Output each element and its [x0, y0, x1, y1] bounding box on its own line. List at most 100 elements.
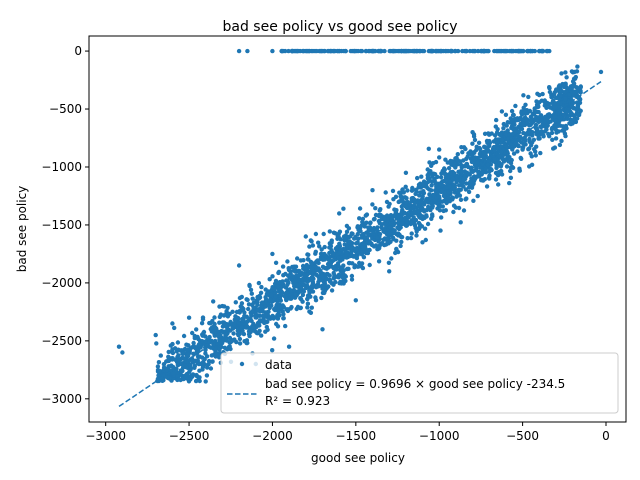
data-point — [232, 321, 237, 327]
data-point — [534, 118, 540, 123]
data-point — [307, 290, 312, 295]
data-point — [505, 154, 510, 159]
data-point-zero — [359, 48, 365, 54]
data-point — [409, 188, 415, 193]
data-point — [219, 340, 225, 346]
data-point — [249, 291, 254, 296]
data-point — [395, 225, 400, 230]
data-point-zero — [417, 48, 422, 54]
data-point — [321, 231, 326, 237]
data-point — [398, 243, 403, 249]
data-point — [185, 353, 191, 359]
data-point — [538, 124, 543, 129]
data-point — [429, 183, 434, 188]
data-point — [353, 241, 359, 246]
data-point — [405, 188, 410, 193]
data-point — [340, 274, 345, 280]
data-point — [433, 159, 439, 165]
data-point — [422, 226, 428, 231]
data-point — [578, 90, 583, 95]
data-point — [313, 231, 319, 237]
data-point — [184, 342, 189, 347]
data-point — [203, 379, 208, 384]
data-point — [386, 260, 392, 265]
data-point — [228, 319, 233, 325]
data-point — [508, 175, 514, 180]
data-point — [565, 116, 570, 122]
data-point — [329, 288, 335, 293]
data-point — [297, 268, 302, 274]
data-point — [298, 305, 303, 311]
data-point — [387, 269, 392, 274]
data-point — [550, 137, 555, 142]
data-point — [364, 250, 369, 255]
data-point — [461, 176, 466, 181]
data-point — [236, 48, 242, 54]
data-point — [230, 338, 236, 343]
data-point — [285, 307, 290, 312]
data-point — [359, 223, 364, 228]
data-point — [527, 164, 532, 169]
data-point — [240, 328, 245, 333]
data-point — [237, 295, 243, 301]
data-point — [518, 117, 524, 122]
data-point — [485, 162, 490, 168]
data-point — [275, 324, 281, 329]
data-point — [350, 231, 355, 236]
data-point — [430, 174, 435, 179]
data-point — [558, 89, 563, 95]
data-point — [301, 289, 307, 294]
x-tick-label: −1000 — [419, 429, 460, 443]
data-point — [381, 221, 387, 226]
data-point — [453, 205, 459, 210]
data-point — [392, 207, 397, 212]
data-point — [333, 246, 339, 251]
data-point — [196, 342, 202, 347]
data-point — [422, 208, 427, 213]
data-point — [258, 290, 264, 295]
data-point — [244, 320, 249, 326]
data-point — [414, 229, 419, 234]
data-point — [417, 222, 423, 227]
data-point — [357, 206, 363, 211]
data-point — [472, 137, 478, 143]
data-point-zero — [463, 48, 469, 54]
data-point — [476, 140, 482, 145]
data-point — [496, 153, 502, 159]
data-point — [185, 347, 190, 352]
data-point — [516, 130, 522, 135]
data-point — [418, 190, 423, 195]
data-point — [437, 155, 442, 160]
data-point — [360, 244, 366, 250]
data-point — [349, 273, 355, 279]
data-point — [499, 109, 505, 114]
data-point — [448, 171, 453, 176]
data-point — [170, 321, 175, 326]
data-point — [392, 228, 397, 233]
data-point — [192, 335, 197, 341]
data-point — [489, 131, 494, 136]
data-point — [531, 137, 537, 142]
data-point — [331, 270, 336, 276]
data-point — [281, 312, 286, 317]
data-point — [461, 184, 466, 189]
x-tick-label: −500 — [506, 429, 539, 443]
data-point — [404, 196, 409, 201]
data-point — [248, 287, 254, 292]
data-point — [598, 69, 604, 75]
data-point — [318, 251, 324, 256]
data-point — [517, 168, 522, 173]
data-point — [275, 316, 281, 321]
data-point — [320, 327, 325, 332]
data-point — [448, 158, 453, 164]
legend-data-label: data — [265, 358, 292, 372]
data-point — [483, 166, 489, 171]
data-point — [321, 283, 326, 288]
fit-line-layer — [118, 80, 602, 408]
data-point — [168, 343, 173, 348]
data-point — [336, 264, 341, 269]
data-point — [471, 156, 477, 162]
data-point — [285, 259, 290, 264]
data-point — [172, 325, 177, 331]
data-point — [382, 227, 387, 232]
